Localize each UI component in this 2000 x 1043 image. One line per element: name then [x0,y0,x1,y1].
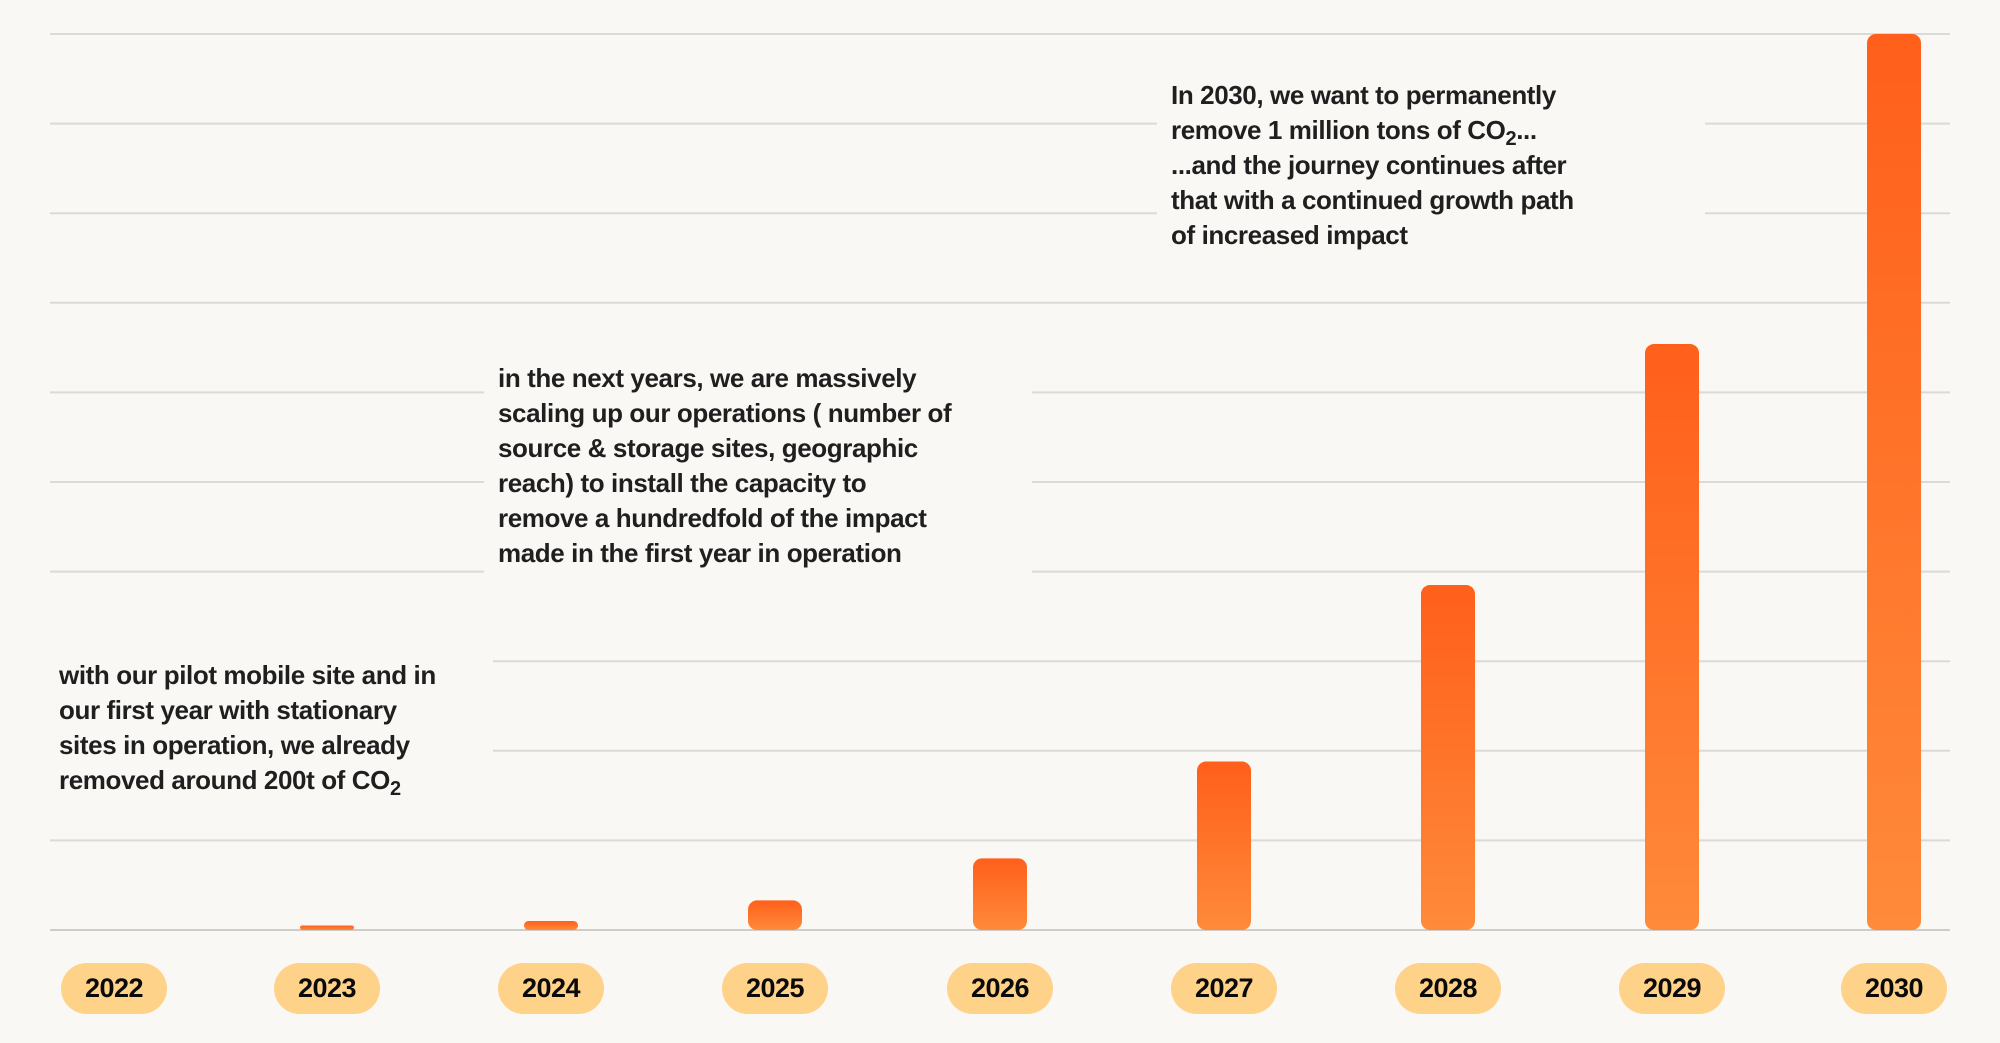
bars [300,34,1921,930]
bar-2029 [1645,344,1699,930]
annotation-line: In 2030, we want to permanently [1171,80,1556,110]
annotation-line: of increased impact [1171,220,1408,250]
x-label-2023: 2023 [274,963,380,1014]
annotation-2022-2023: with our pilot mobile site and in our fir… [45,652,493,804]
x-label-2025: 2025 [722,963,828,1014]
x-label-2030: 2030 [1841,963,1947,1014]
x-label-2028: 2028 [1395,963,1501,1014]
annotation-line: source & storage sites, geographic [498,433,918,463]
annotation-line: ...and the journey continues after [1171,150,1567,180]
annotation-line: scaling up our operations ( number of [498,398,952,428]
annotation-line: remove 1 million tons of CO2... [1171,115,1537,150]
x-label-2026: 2026 [947,963,1053,1014]
subscript: 2 [389,778,401,800]
annotation-2024-2026: in the next years, we are massively scali… [484,355,1032,577]
annotation-line: remove a hundredfold of the impact [498,503,927,533]
annotation-2030: In 2030, we want to permanently remove 1 … [1157,72,1705,259]
bar-2027 [1197,761,1251,930]
annotation-line: removed around 200t of CO2 [59,765,401,800]
x-label-2024: 2024 [498,963,604,1014]
annotation-line: with our pilot mobile site and in [59,660,436,690]
bar-2030 [1867,34,1921,930]
annotation-line: in the next years, we are massively [498,363,917,393]
bar-2023 [300,925,354,930]
x-label-2029: 2029 [1619,963,1725,1014]
bar-2026 [973,858,1027,930]
bar-2025 [748,900,802,930]
annotation-line: sites in operation, we already [59,730,410,760]
bar-2024 [524,921,578,930]
subscript: 2 [1505,128,1517,150]
annotation-line: our first year with stationary [59,695,397,725]
annotation-line: made in the first year in operation [498,538,902,568]
bar-2028 [1421,585,1475,930]
x-label-2022: 2022 [61,963,167,1014]
annotation-line: that with a continued growth path [1171,185,1574,215]
annotation-line: reach) to install the capacity to [498,468,867,498]
x-label-2027: 2027 [1171,963,1277,1014]
